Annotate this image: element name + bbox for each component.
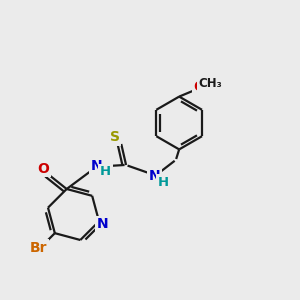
Text: Br: Br	[30, 241, 47, 255]
Text: CH₃: CH₃	[199, 77, 223, 90]
Text: N: N	[91, 160, 103, 173]
Text: S: S	[110, 130, 120, 144]
Text: N: N	[149, 169, 161, 183]
Text: N: N	[97, 217, 108, 231]
Text: H: H	[100, 165, 111, 178]
Text: H: H	[158, 176, 169, 189]
Text: O: O	[38, 162, 50, 176]
Text: O: O	[193, 80, 205, 94]
